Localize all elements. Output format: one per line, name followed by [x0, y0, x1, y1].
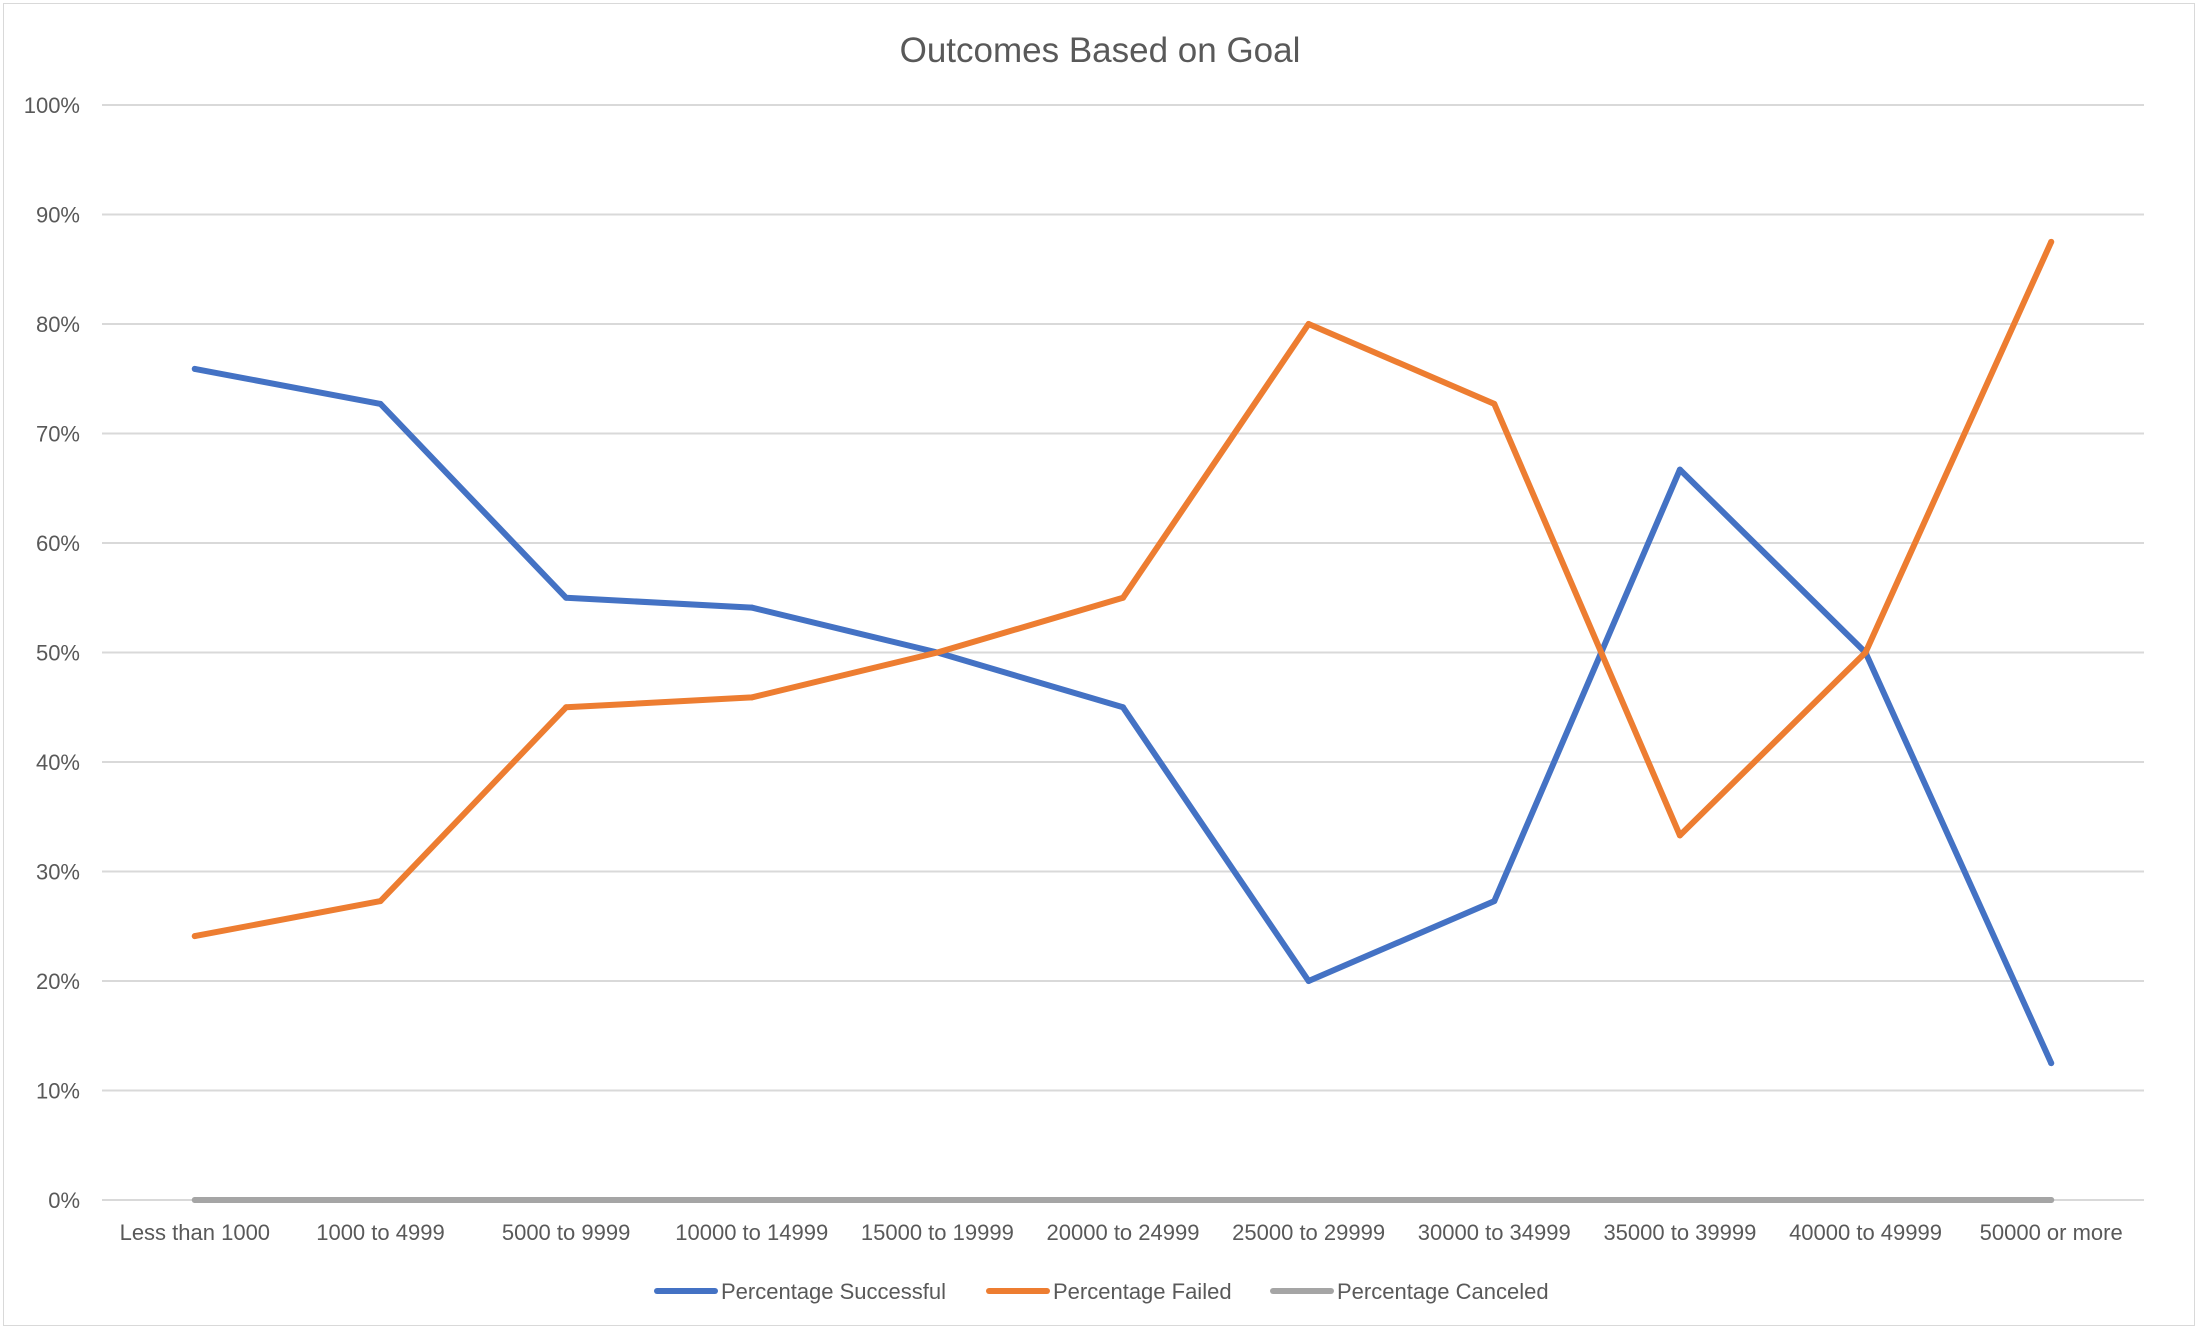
data-point	[1491, 400, 1498, 407]
data-point	[1305, 1197, 1312, 1203]
data-point	[2048, 1060, 2055, 1067]
data-point	[748, 604, 755, 611]
data-point	[1676, 1197, 1683, 1203]
data-point	[1305, 321, 1312, 327]
legend-label: Percentage Successful	[721, 1279, 946, 1304]
y-tick-label: 70%	[36, 422, 80, 447]
y-tick-label: 40%	[36, 750, 80, 775]
chart-title: Outcomes Based on Goal	[900, 31, 1301, 70]
data-point	[563, 704, 570, 711]
x-tick-label: Less than 1000	[120, 1220, 270, 1245]
y-tick-label: 60%	[36, 531, 80, 556]
data-point	[563, 594, 570, 601]
y-tick-label: 20%	[36, 969, 80, 994]
x-tick-label: 1000 to 4999	[316, 1220, 444, 1245]
data-point	[1120, 594, 1126, 601]
data-point	[1120, 1197, 1126, 1203]
data-point	[377, 898, 384, 905]
legend: Percentage Successful Percentage Failed Pe…	[654, 1279, 1549, 1304]
data-point	[934, 649, 941, 656]
x-tick-label: 5000 to 9999	[502, 1220, 630, 1245]
data-point	[191, 365, 198, 372]
x-tick-label: 15000 to 19999	[861, 1220, 1014, 1245]
data-point	[1676, 466, 1683, 473]
data-point	[1491, 1197, 1498, 1203]
data-point	[934, 1197, 941, 1203]
data-point	[1862, 1197, 1869, 1203]
x-tick-label: 35000 to 39999	[1603, 1220, 1756, 1245]
x-tick-label: 25000 to 29999	[1232, 1220, 1385, 1245]
data-point	[1491, 898, 1498, 905]
series-line-percentage-successful	[191, 365, 2055, 1067]
series-lines	[191, 238, 2055, 1203]
data-point	[377, 1197, 384, 1203]
y-tick-label: 90%	[36, 203, 80, 228]
x-tick-label: 30000 to 34999	[1418, 1220, 1571, 1245]
data-point	[1305, 978, 1312, 984]
y-tick-label: 100%	[24, 93, 80, 118]
data-point	[377, 400, 384, 407]
y-tick-label: 50%	[36, 641, 80, 666]
data-point	[191, 1197, 198, 1203]
x-tick-label: 50000 or more	[1980, 1220, 2123, 1245]
chart-area: Outcomes Based on Goal 0% 10% 20% 30% 40% 50%…	[3, 3, 2195, 1326]
y-tick-label: 10%	[36, 1079, 80, 1104]
gridlines	[102, 104, 2144, 1201]
line-chart: Outcomes Based on Goal 0% 10% 20% 30% 40% 50%…	[24, 31, 2144, 1304]
data-point	[1120, 704, 1126, 711]
data-point	[2048, 1197, 2055, 1203]
x-tick-label: 20000 to 24999	[1047, 1220, 1200, 1245]
series-line-percentage-failed	[191, 238, 2055, 940]
y-tick-label: 30%	[36, 860, 80, 885]
data-point	[748, 694, 755, 701]
data-point	[748, 1197, 755, 1203]
x-tick-label: 10000 to 14999	[675, 1220, 828, 1245]
x-tick-label: 40000 to 49999	[1789, 1220, 1942, 1245]
data-point	[563, 1197, 570, 1203]
data-point	[1676, 832, 1683, 839]
data-point	[2048, 238, 2055, 245]
data-point	[1862, 649, 1869, 656]
legend-label: Percentage Failed	[1053, 1279, 1232, 1304]
x-axis: Less than 1000 1000 to 4999 5000 to 9999 10…	[120, 1220, 2123, 1245]
legend-label: Percentage Canceled	[1337, 1279, 1549, 1304]
y-tick-label: 80%	[36, 312, 80, 337]
y-axis: 0% 10% 20% 30% 40% 50% 60% 70% 80% 90% 100%	[24, 93, 80, 1213]
y-tick-label: 0%	[48, 1188, 80, 1213]
data-point	[191, 933, 198, 940]
